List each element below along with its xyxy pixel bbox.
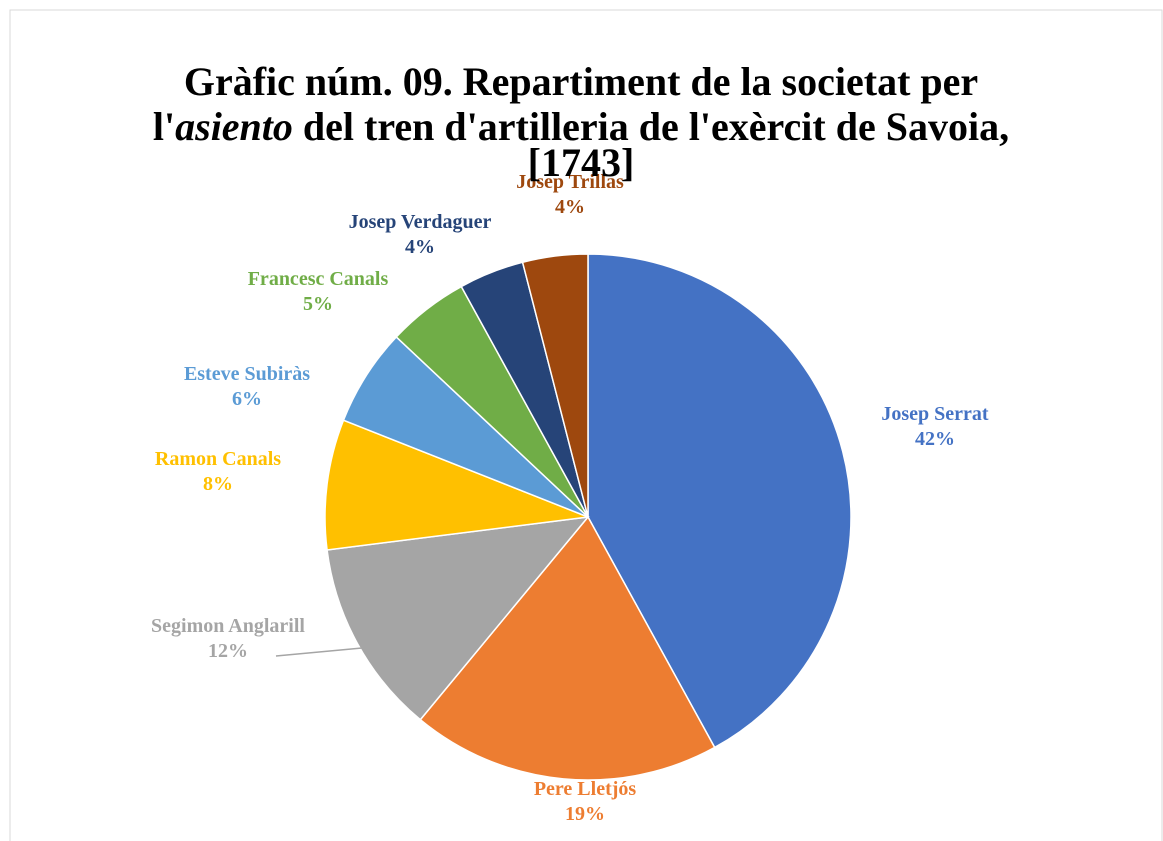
label-name: Josep Serrat xyxy=(881,403,989,425)
chart-title: Gràfic núm. 09. Repartiment de la societ… xyxy=(153,59,1009,185)
title-run: l' xyxy=(153,104,175,149)
title-line: l'asiento del tren d'artilleria de l'exè… xyxy=(153,104,1009,149)
label-name: Pere Lletjós xyxy=(534,778,637,800)
title-line: Gràfic núm. 09. Repartiment de la societ… xyxy=(184,59,978,104)
title-run: del tren d'artilleria de l'exèrcit de Sa… xyxy=(293,104,1009,149)
slice xyxy=(324,419,589,551)
label-value: 4% xyxy=(555,196,585,218)
slice xyxy=(326,516,590,721)
label-value: 5% xyxy=(303,293,333,315)
leader-line xyxy=(275,647,363,657)
label-value: 42% xyxy=(915,428,955,450)
label-name: Segimon Anglarill xyxy=(151,615,305,637)
slice xyxy=(419,515,716,781)
title-run: [1743] xyxy=(528,140,635,185)
data-labels: Josep Serrat 42% Pere Lletjós 19% Segimon An… xyxy=(151,171,989,825)
label-name: Esteve Subiràs xyxy=(184,363,310,385)
label-value: 8% xyxy=(203,473,233,495)
label-value: 19% xyxy=(565,803,605,825)
label-name: Francesc Canals xyxy=(248,268,389,290)
title-run: Gràfic núm. 09. Repartiment de la societ… xyxy=(184,59,978,104)
label-name: Ramon Canals xyxy=(155,448,281,470)
label-value: 12% xyxy=(208,640,248,662)
label-name: Josep Trillas xyxy=(516,171,624,193)
title-line: [1743] xyxy=(528,140,635,185)
slice xyxy=(587,253,852,749)
title-run: asiento xyxy=(175,104,293,149)
slice xyxy=(521,253,589,518)
label-value: 6% xyxy=(232,388,262,410)
label-value: 4% xyxy=(405,236,435,258)
label-name: Josep Verdaguer xyxy=(349,211,492,233)
pie xyxy=(324,253,852,781)
